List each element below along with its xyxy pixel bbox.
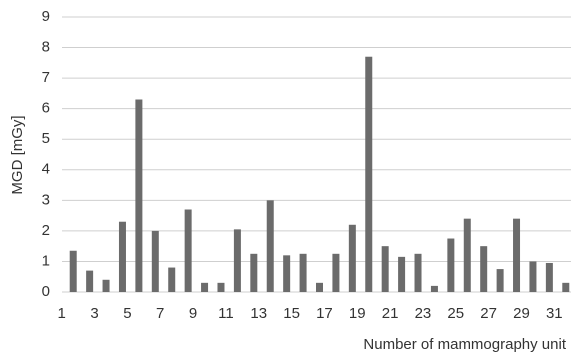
x-tick-label: 13 <box>250 305 267 322</box>
bar <box>496 269 504 292</box>
bar <box>562 282 570 292</box>
bar <box>201 282 209 292</box>
y-tick-label: 5 <box>42 130 50 147</box>
bar <box>545 262 553 292</box>
bar <box>480 246 488 292</box>
x-tick-label: 17 <box>316 305 333 322</box>
bar <box>102 279 110 292</box>
x-tick-label: 25 <box>447 305 464 322</box>
bar <box>233 229 241 292</box>
bar <box>381 246 389 292</box>
x-axis-label: Number of mammography unit <box>363 336 566 353</box>
y-axis-label: MGD [mGy] <box>9 115 26 194</box>
y-tick-label: 3 <box>42 191 50 208</box>
y-tick-label: 1 <box>42 252 50 269</box>
bar <box>348 224 356 292</box>
bar <box>299 253 307 292</box>
bar <box>217 282 225 292</box>
x-tick-label: 3 <box>90 305 98 322</box>
bar <box>332 253 340 292</box>
bar <box>168 267 176 292</box>
bar <box>430 285 438 292</box>
bar <box>398 256 406 292</box>
bar <box>447 238 455 292</box>
y-tick-label: 6 <box>42 100 50 117</box>
x-tick-label: 31 <box>546 305 563 322</box>
bar <box>151 230 159 292</box>
bar <box>513 218 521 292</box>
bar <box>283 255 291 292</box>
bar <box>86 270 94 292</box>
bar <box>463 218 471 292</box>
y-tick-label: 9 <box>42 8 50 25</box>
x-tick-label: 7 <box>156 305 164 322</box>
x-tick-label: 11 <box>218 305 234 322</box>
x-tick-label: 29 <box>513 305 530 322</box>
x-tick-label: 9 <box>189 305 197 322</box>
y-tick-label: 8 <box>42 39 50 56</box>
bar <box>414 253 422 292</box>
bar <box>266 200 274 292</box>
bar <box>250 253 258 292</box>
bar <box>184 209 192 292</box>
x-tick-label: 21 <box>382 305 399 322</box>
x-tick-label: 15 <box>283 305 300 322</box>
y-tick-label: 0 <box>42 283 50 300</box>
bar <box>529 261 537 292</box>
x-tick-label: 23 <box>415 305 432 322</box>
y-tick-label: 7 <box>42 69 50 86</box>
y-tick-label: 2 <box>42 222 50 239</box>
x-tick-label: 27 <box>480 305 497 322</box>
bar <box>69 250 77 292</box>
x-tick-label: 19 <box>349 305 366 322</box>
x-tick-label: 5 <box>123 305 131 322</box>
x-tick-label: 1 <box>58 305 66 322</box>
bar <box>135 99 143 292</box>
bar <box>118 221 126 292</box>
bar <box>365 56 373 292</box>
y-tick-label: 4 <box>42 161 50 178</box>
bar <box>316 282 323 292</box>
